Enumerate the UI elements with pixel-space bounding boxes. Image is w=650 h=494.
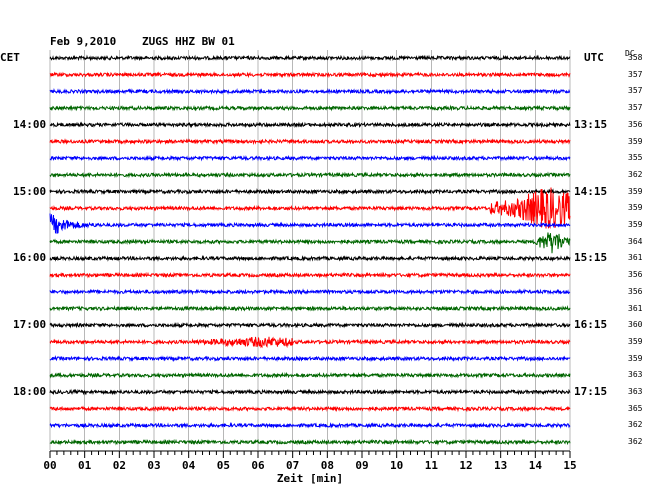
left-timezone-label: CET [0,51,20,64]
trace-row [49,288,571,296]
x-tick-label: 03 [147,459,160,472]
x-tick-label: 01 [78,459,92,472]
trace-row [49,71,571,79]
seismic-traces [49,54,571,446]
dc-offset-label: 365 [628,403,643,413]
x-tick-label: 12 [459,459,472,472]
trace-row [49,388,571,396]
x-tick-label: 07 [286,459,299,472]
trace-row [49,405,571,413]
x-tick-label: 15 [563,459,576,472]
dc-header-label: DC [625,49,635,58]
cet-time-label: 18:00 [13,385,47,398]
trace-row [49,232,571,254]
dc-offset-label: 361 [628,303,643,313]
trace-row [49,54,571,62]
trace-row [49,305,571,312]
dc-offset-label: 360 [628,320,643,330]
dc-offset-label: 359 [628,220,643,229]
right-timezone-label: UTC [584,51,604,64]
dc-offset-label: 359 [628,353,643,363]
dc-offset-label: 359 [628,136,643,146]
dc-offset-label: 357 [628,86,643,96]
cet-time-label: 14:00 [13,117,47,131]
dc-offset-label: 357 [628,103,643,113]
trace-row [49,187,571,229]
x-tick-label: 08 [321,459,334,472]
trace-row [49,271,571,279]
dc-offset-label: 363 [628,370,643,380]
trace-row [49,371,571,379]
x-tick-label: 13 [494,459,507,472]
utc-time-label: 14:15 [574,184,608,198]
trace-row [49,438,571,446]
trace-row [49,104,571,112]
utc-time-label: 13:15 [574,117,608,131]
trace-row [49,154,571,162]
station-label: ZUGS HHZ BW 01 [142,35,235,48]
dc-offset-label: 359 [628,336,643,346]
x-axis: 00 01 02 03 04 05 06 07 08 09 10 11 12 13 14 15 [43,450,577,472]
x-tick-label: 02 [113,459,126,472]
dc-offset-label: 361 [628,253,643,263]
dc-offset-label: 362 [628,437,643,447]
trace-row [49,87,570,95]
trace-row [49,336,571,349]
utc-time-label: 15:15 [574,251,608,265]
utc-time-label: 16:15 [574,318,608,332]
x-tick-label: 14 [529,459,543,472]
x-tick-label: 11 [425,459,439,472]
trace-row [49,421,571,429]
x-tick-label: 04 [182,459,196,472]
dc-offset-label: 357 [628,69,643,79]
time-grid [49,50,571,451]
date-label: Feb 9,2010 [50,35,117,48]
dc-offset-label: 356 [628,270,643,280]
cet-time-label: 15:00 [13,184,47,198]
x-axis-label: Zeit [min] [277,472,343,485]
cet-time-label: 17:00 [13,318,47,332]
dc-offset-label: 359 [628,186,643,196]
utc-time-label: 17:15 [574,385,608,398]
dc-offset-label: 363 [628,387,643,396]
trace-row [49,121,571,129]
dc-offset-label: 355 [628,153,643,163]
trace-row [49,138,571,146]
dc-offset-label: 359 [628,203,643,213]
trace-row [49,171,571,179]
dc-offset-label: 356 [628,286,643,296]
trace-row [49,254,571,262]
dc-offset-label: 358 [628,53,643,62]
trace-row [49,213,571,234]
dc-offset-label: 362 [628,420,643,430]
x-tick-label: 05 [217,459,230,472]
x-tick-label: 06 [251,459,265,472]
cet-time-label: 16:00 [13,251,47,265]
dc-offset-label: 362 [628,169,643,179]
trace-row [49,188,571,196]
trace-row [49,321,571,329]
x-tick-label: 10 [390,459,403,472]
x-tick-label: 00 [43,459,56,472]
dc-offset-label: 356 [628,119,643,129]
x-tick-label: 09 [355,459,368,472]
trace-row [49,355,571,363]
dc-offset-label: 364 [628,236,643,246]
